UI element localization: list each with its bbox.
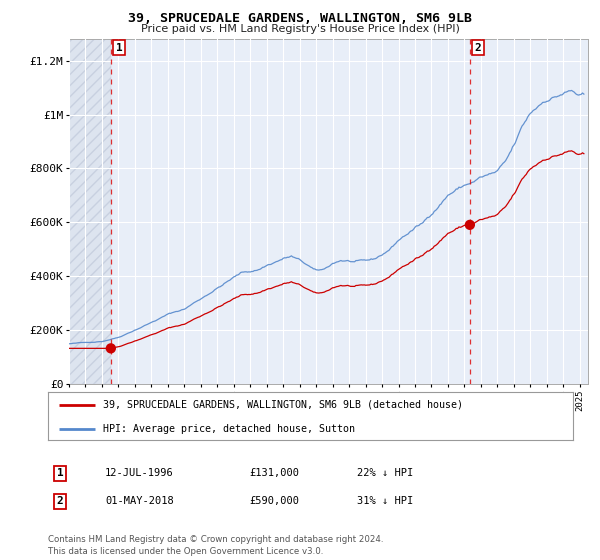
Text: 39, SPRUCEDALE GARDENS, WALLINGTON, SM6 9LB: 39, SPRUCEDALE GARDENS, WALLINGTON, SM6 … [128,12,472,25]
Point [465,221,475,230]
Bar [111,39,588,384]
Text: Price paid vs. HM Land Registry's House Price Index (HPI): Price paid vs. HM Land Registry's House … [140,24,460,34]
Text: HPI: Average price, detached house, Sutton: HPI: Average price, detached house, Sutt… [103,424,355,434]
Text: 22% ↓ HPI: 22% ↓ HPI [357,468,413,478]
Point [106,344,116,353]
Text: £590,000: £590,000 [249,496,299,506]
Text: Contains HM Land Registry data © Crown copyright and database right 2024.
This d: Contains HM Land Registry data © Crown c… [48,535,383,556]
Text: 01-MAY-2018: 01-MAY-2018 [105,496,174,506]
Text: 39, SPRUCEDALE GARDENS, WALLINGTON, SM6 9LB (detached house): 39, SPRUCEDALE GARDENS, WALLINGTON, SM6 … [103,400,463,410]
Text: 1: 1 [116,43,122,53]
Bar [69,39,111,384]
Text: £131,000: £131,000 [249,468,299,478]
Text: 1: 1 [56,468,64,478]
Text: 31% ↓ HPI: 31% ↓ HPI [357,496,413,506]
Text: 2: 2 [56,496,64,506]
Text: 12-JUL-1996: 12-JUL-1996 [105,468,174,478]
Text: 2: 2 [475,43,482,53]
